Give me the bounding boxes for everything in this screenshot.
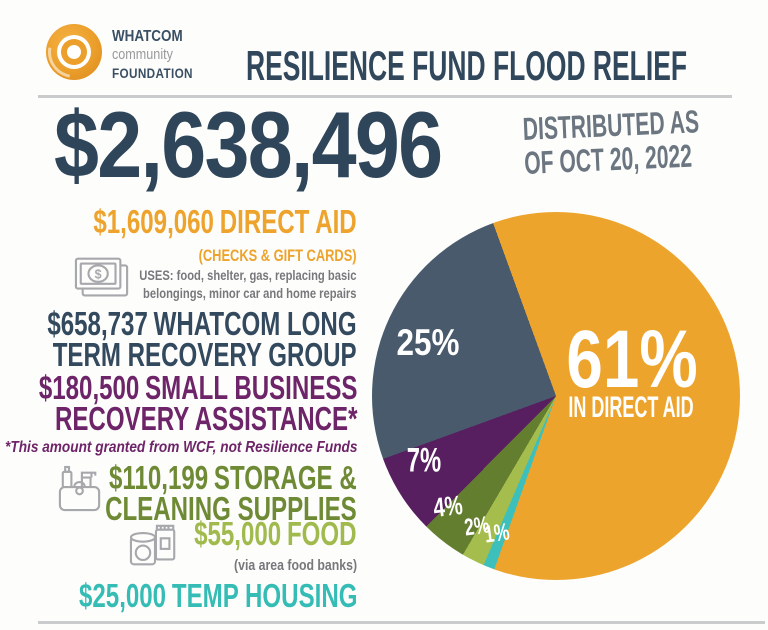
header-divider [38, 95, 732, 98]
logo-ring-core [67, 45, 81, 59]
banknote-icon: $ [74, 256, 130, 300]
pie-label-storage-pct: 4% [431, 490, 465, 523]
small-business-label1: SMALL BUSINESS [144, 369, 357, 406]
distributed-as-of: DISTRIBUTED AS OF OCT 20, 2022 [522, 103, 701, 181]
pie-label-direct-aid-text: IN DIRECT AID [568, 391, 694, 424]
svg-text:$: $ [95, 267, 102, 281]
food-line: $55,000 FOOD [194, 515, 357, 552]
page-title: RESILIENCE FUND FLOOD RELIEF [246, 42, 688, 89]
ltrg-label1: WHATCOM LONG [154, 305, 357, 342]
ltrg-item: $658,737 WHATCOM LONG TERM RECOVERY GROUP [0, 305, 357, 373]
food-label: FOOD [287, 515, 357, 552]
distributed-line2: OF OCT 20, 2022 [523, 137, 693, 181]
storage-line2: CLEANING SUPPLIES [105, 490, 357, 527]
logo-line-community: community [112, 46, 173, 63]
foundation-logo-text: WHATCOM community FOUNDATION [112, 28, 208, 82]
foundation-logo-icon [46, 24, 102, 80]
total-amount: $2,638,496 [54, 92, 443, 197]
pie-label-ltrg-pct: 25% [396, 322, 460, 363]
small-business-line2: RECOVERY ASSISTANCE* [54, 400, 357, 437]
storage-line1: $110,199 STORAGE & [105, 459, 357, 496]
cleaning-supplies-icon [58, 464, 102, 514]
direct-aid-line: $1,609,060 DIRECT AID [93, 203, 357, 240]
logo-ring-orange [61, 39, 87, 65]
uses-line1: USES: food, shelter, gas, replacing basi… [139, 267, 357, 283]
temp-housing-item: $25,000 TEMP HOUSING [0, 577, 357, 614]
direct-aid-sub: (CHECKS & GIFT CARDS) [198, 247, 357, 265]
food-item: $55,000 FOOD [134, 515, 357, 552]
direct-aid-uses: USES: food, shelter, gas, replacing basi… [140, 267, 357, 302]
footer-divider [38, 621, 765, 624]
direct-aid-amount: $1,609,060 [93, 203, 215, 240]
ltrg-line2: TERM RECOVERY GROUP [53, 336, 357, 373]
storage-label1: STORAGE & [214, 459, 357, 496]
food-icon [128, 521, 182, 571]
logo-ring-white [57, 35, 91, 69]
direct-aid-item: $1,609,060 DIRECT AID [0, 203, 357, 240]
small-business-line1: $180,500 SMALL BUSINESS [38, 369, 357, 406]
direct-aid-label: DIRECT AID [220, 203, 357, 240]
small-business-item: $180,500 SMALL BUSINESS RECOVERY ASSISTAN… [0, 369, 357, 437]
pie-label-direct-aid-pct: 61% [566, 314, 698, 405]
pie-label-small-business-pct: 7% [406, 441, 442, 480]
logo-line-foundation: FOUNDATION [112, 65, 193, 81]
storage-item: $110,199 STORAGE & CLEANING SUPPLIES [12, 459, 357, 527]
small-business-note: *This amount granted from WCF, not Resil… [4, 439, 357, 456]
food-amount: $55,000 [194, 515, 282, 552]
pie-label-temp-housing-pct: 1% [482, 518, 512, 549]
ltrg-amount: $658,737 [47, 305, 149, 342]
temp-housing-line: $25,000 TEMP HOUSING [78, 577, 357, 614]
uses-line2: belongings, minor car and home repairs [143, 284, 357, 301]
pie-chart: 61% IN DIRECT AID 25% 7% 4% 2% 1% [372, 212, 740, 580]
storage-amount: $110,199 [109, 459, 209, 496]
small-business-amount: $180,500 [38, 369, 139, 406]
logo-line-whatcom: WHATCOM [112, 28, 183, 45]
ltrg-line1: $658,737 WHATCOM LONG [47, 305, 357, 342]
temp-housing-amount: $25,000 [78, 577, 166, 614]
temp-housing-label: TEMP HOUSING [171, 577, 357, 614]
food-sub: (via area food banks) [233, 557, 357, 574]
